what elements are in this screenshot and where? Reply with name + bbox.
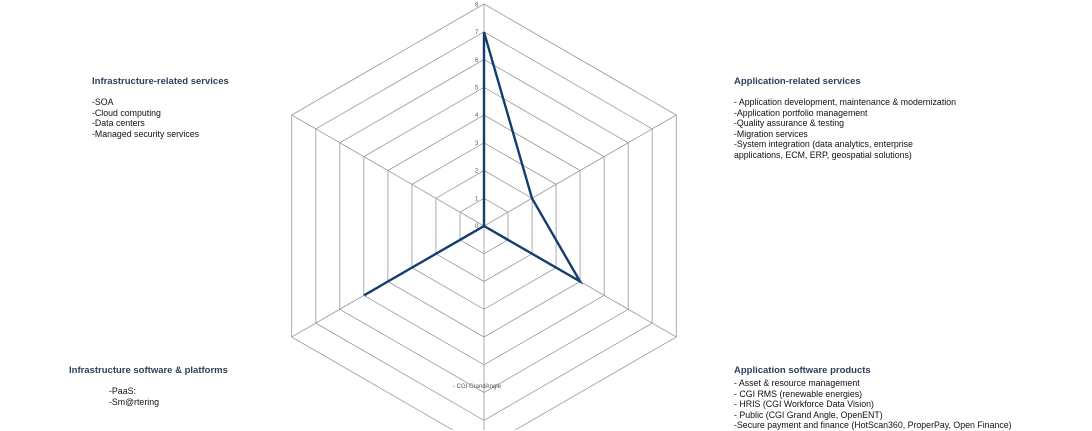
block-title-application-services: Application-related services — [734, 76, 956, 87]
list-item: -Managed security services — [92, 129, 229, 140]
list-item: -PaaS: — [109, 386, 228, 397]
block-title-application-software: Application software products — [734, 365, 1012, 376]
list-item: -Application portfolio management — [734, 108, 956, 119]
list-item: -SOA — [92, 97, 229, 108]
list-item: - Public (CGI Grand Angle, OpenENT) — [734, 410, 1012, 421]
list-item: -Quality assurance & testing — [734, 118, 956, 129]
block-infrastructure-services: Infrastructure-related services -SOA -Cl… — [92, 76, 229, 139]
list-item: - Application development, maintenance &… — [734, 97, 956, 108]
list-item: -Secure payment and finance (HotScan360,… — [734, 420, 1012, 431]
data-annotation: - CGI GrandAngle — [453, 384, 502, 390]
block-items-infrastructure-software: -PaaS: -Sm@rtering — [69, 386, 228, 407]
block-application-services: Application-related services - Applicati… — [734, 76, 956, 161]
list-item: -Data centers — [92, 118, 229, 129]
list-item: -System integration (data analytics, ent… — [734, 139, 956, 150]
list-item: - CGI RMS (renewable energies) — [734, 389, 1012, 400]
block-title-infrastructure-software: Infrastructure software & platforms — [69, 365, 228, 376]
block-application-software: Application software products - Asset & … — [734, 365, 1012, 431]
block-title-infrastructure-services: Infrastructure-related services — [92, 76, 229, 87]
list-item: - Asset & resource management — [734, 378, 1012, 389]
block-items-application-software: - Asset & resource management - CGI RMS … — [734, 378, 1012, 431]
list-item: - HRIS (CGI Workforce Data Vision) — [734, 399, 1012, 410]
series-line — [364, 32, 580, 295]
list-item: -Cloud computing — [92, 108, 229, 119]
list-item: -Migration services — [734, 129, 956, 140]
list-item: -Sm@rtering — [109, 397, 228, 408]
block-infrastructure-software: Infrastructure software & platforms -Paa… — [69, 365, 228, 407]
radar-series — [364, 32, 580, 295]
list-item: applications, ECM, ERP, geospatial solut… — [734, 150, 956, 161]
block-items-application-services: - Application development, maintenance &… — [734, 97, 956, 161]
block-items-infrastructure-services: -SOA -Cloud computing -Data centers -Man… — [92, 97, 229, 139]
